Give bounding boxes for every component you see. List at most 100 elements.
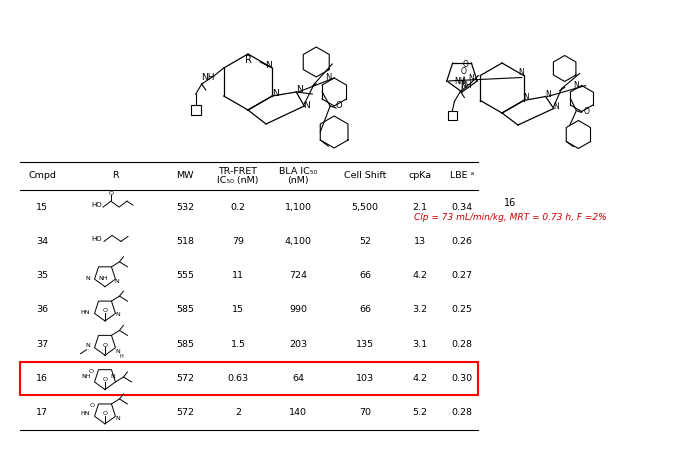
Text: R: R [112, 170, 118, 180]
Text: 79: 79 [232, 237, 244, 246]
Text: N: N [265, 60, 272, 69]
Text: O: O [90, 404, 95, 409]
Text: 585: 585 [176, 305, 194, 314]
Text: N: N [110, 374, 115, 379]
Text: O: O [89, 369, 94, 374]
Text: 0.63: 0.63 [228, 374, 248, 383]
Text: 518: 518 [176, 237, 194, 246]
Text: N: N [296, 85, 302, 95]
Bar [448, 111, 457, 120]
Text: NH: NH [82, 374, 91, 379]
Text: O: O [102, 343, 108, 348]
Text: 52: 52 [359, 237, 371, 246]
Text: 532: 532 [176, 202, 194, 212]
Text: 2.1: 2.1 [412, 202, 428, 212]
Text: N: N [114, 279, 119, 284]
Text: 2: 2 [235, 409, 241, 417]
Text: LBE ᵃ: LBE ᵃ [450, 170, 474, 180]
Text: N: N [553, 102, 559, 111]
Text: 140: 140 [289, 409, 307, 417]
Text: HN: HN [80, 310, 90, 315]
Text: NH: NH [454, 78, 466, 86]
Text: 4,100: 4,100 [284, 237, 312, 246]
Text: 135: 135 [356, 340, 374, 349]
Text: HO: HO [92, 202, 102, 208]
Text: 4.2: 4.2 [412, 271, 428, 280]
Text: 0.34: 0.34 [452, 202, 472, 212]
Text: MW: MW [176, 170, 194, 180]
Text: NH: NH [98, 276, 108, 281]
Text: 66: 66 [359, 271, 371, 280]
Text: 724: 724 [289, 271, 307, 280]
Text: N: N [115, 349, 120, 354]
Text: 17: 17 [36, 409, 48, 417]
Text: 34: 34 [36, 237, 48, 246]
Text: 0.2: 0.2 [230, 202, 246, 212]
Text: 5.2: 5.2 [412, 409, 428, 417]
Text: N: N [85, 343, 90, 348]
Text: 15: 15 [36, 202, 48, 212]
Text: Clp = 73 mL/min/kg, MRT = 0.73 h, F =2%: Clp = 73 mL/min/kg, MRT = 0.73 h, F =2% [414, 213, 606, 223]
Text: HN: HN [80, 411, 90, 416]
Text: 103: 103 [356, 374, 374, 383]
Text: O: O [102, 411, 108, 416]
Text: 16: 16 [36, 374, 48, 383]
Text: 572: 572 [176, 374, 194, 383]
Text: O: O [584, 107, 589, 116]
Text: 37: 37 [36, 340, 48, 349]
Text: O: O [463, 59, 468, 69]
Text: Cell Shift: Cell Shift [344, 170, 386, 180]
Text: 5,500: 5,500 [351, 202, 379, 212]
Text: 0.25: 0.25 [452, 305, 472, 314]
Text: O: O [102, 308, 108, 314]
Text: 64: 64 [292, 374, 304, 383]
Text: O: O [102, 377, 108, 382]
Text: O: O [336, 101, 342, 111]
Text: N: N [468, 74, 474, 84]
Text: H: H [120, 354, 123, 359]
Text: R: R [246, 55, 252, 65]
Text: O: O [108, 191, 113, 196]
Text: O: O [461, 68, 467, 76]
Text: 11: 11 [232, 271, 244, 280]
Text: 3.1: 3.1 [412, 340, 428, 349]
Bar [191, 105, 201, 115]
Text: N: N [518, 68, 524, 77]
Text: cpKa: cpKa [408, 170, 432, 180]
Text: IC₅₀ (nM): IC₅₀ (nM) [217, 175, 259, 185]
Text: N: N [85, 276, 90, 281]
Text: 13: 13 [414, 237, 426, 246]
Text: N: N [115, 312, 120, 317]
Text: N: N [545, 90, 550, 99]
Text: 70: 70 [359, 409, 371, 417]
Text: BLA IC₅₀: BLA IC₅₀ [279, 168, 317, 176]
Text: Cmpd: Cmpd [28, 170, 56, 180]
Text: 3.2: 3.2 [412, 305, 428, 314]
Text: 0.27: 0.27 [452, 271, 472, 280]
Text: 203: 203 [289, 340, 307, 349]
Text: HO: HO [92, 236, 102, 242]
Text: 16: 16 [504, 198, 516, 208]
Text: N: N [523, 93, 528, 102]
Text: 0.28: 0.28 [452, 340, 472, 349]
Text: 1.5: 1.5 [230, 340, 246, 349]
Text: 0.26: 0.26 [452, 237, 472, 246]
Text: N: N [303, 101, 309, 110]
Text: 15: 15 [232, 305, 244, 314]
Text: N: N [272, 89, 279, 97]
Text: N: N [573, 81, 578, 90]
Text: N: N [325, 74, 331, 83]
Text: 0.30: 0.30 [452, 374, 472, 383]
Text: NH: NH [461, 81, 472, 90]
Text: 35: 35 [36, 271, 48, 280]
Text: 990: 990 [289, 305, 307, 314]
Text: 1,100: 1,100 [284, 202, 312, 212]
Text: 585: 585 [176, 340, 194, 349]
Text: 36: 36 [36, 305, 48, 314]
Text: 4.2: 4.2 [412, 374, 428, 383]
Text: 555: 555 [176, 271, 194, 280]
Text: N: N [115, 416, 120, 421]
Text: 66: 66 [359, 305, 371, 314]
Text: (nM): (nM) [287, 175, 309, 185]
Text: NH: NH [201, 74, 214, 83]
